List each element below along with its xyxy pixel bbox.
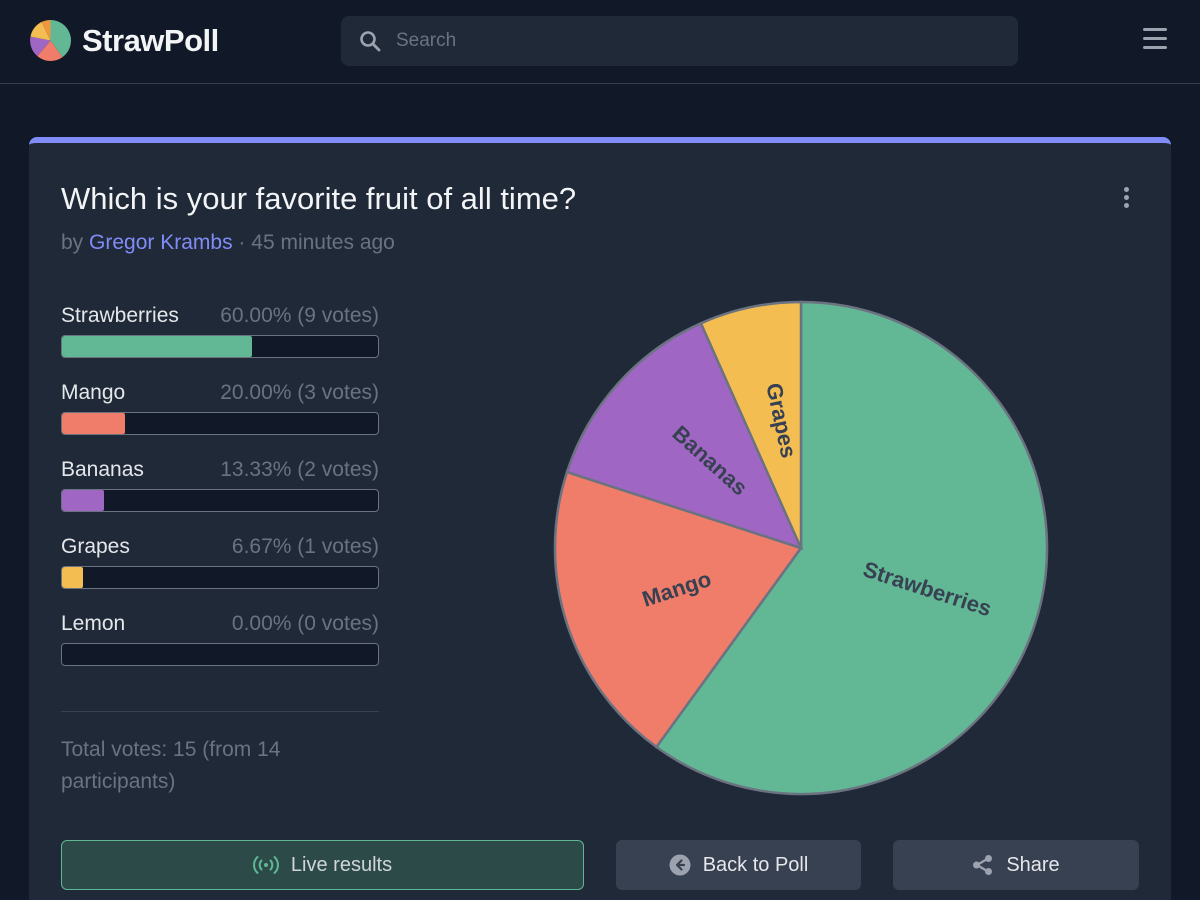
pie-slice-mango: [553, 470, 804, 749]
progress-bar: [61, 412, 379, 435]
result-item: Grapes 6.67% (1 votes): [61, 534, 379, 611]
poll-results-card: Which is your favorite fruit of all time…: [29, 137, 1171, 900]
result-item: Bananas 13.33% (2 votes): [61, 457, 379, 534]
progress-fill: [62, 336, 252, 357]
meta-separator: ·: [238, 231, 246, 254]
share-label: Share: [1006, 853, 1060, 876]
divider: [61, 711, 379, 712]
option-value: 6.67% (1 votes): [231, 535, 379, 558]
result-item: Strawberries 60.00% (9 votes): [61, 303, 379, 380]
search-icon: [360, 31, 381, 52]
result-item: Mango 20.00% (3 votes): [61, 380, 379, 457]
back-to-poll-label: Back to Poll: [702, 853, 809, 876]
result-item: Lemon 0.00% (0 votes): [61, 611, 379, 688]
results-list: Strawberries 60.00% (9 votes) Mango 20.0…: [61, 303, 379, 688]
search-bar[interactable]: [341, 16, 1018, 66]
search-input[interactable]: [396, 30, 976, 52]
broadcast-icon: [253, 856, 279, 874]
live-results-button[interactable]: Live results: [61, 840, 584, 890]
author-link[interactable]: Gregor Krambs: [89, 231, 233, 254]
option-label: Mango: [61, 381, 126, 404]
progress-fill: [62, 413, 126, 434]
option-value: 20.00% (3 votes): [220, 381, 379, 404]
results-pie-chart: Strawberries Mango Bananas Grapes: [553, 300, 1049, 796]
pie-slice-bananas: [565, 321, 804, 551]
option-value: 13.33% (2 votes): [220, 458, 379, 481]
pie-slice-grapes: [699, 300, 803, 549]
total-votes: Total votes: 15 (from 14 participants): [61, 738, 281, 793]
hamburger-menu-icon[interactable]: [1140, 28, 1170, 54]
option-label: Lemon: [61, 612, 126, 635]
brand-logo[interactable]: StrawPoll: [29, 19, 219, 62]
by-prefix: by: [61, 231, 84, 254]
arrow-circle-left-icon: [669, 854, 691, 876]
time-ago: 45 minutes ago: [251, 231, 395, 254]
top-navbar: StrawPoll: [0, 0, 1200, 84]
option-label: Grapes: [61, 535, 130, 558]
back-to-poll-button[interactable]: Back to Poll: [616, 840, 861, 890]
share-icon: [973, 855, 993, 875]
progress-fill: [62, 490, 105, 511]
poll-meta: by Gregor Krambs · 45 minutes ago: [61, 231, 395, 255]
more-options-icon[interactable]: [1119, 187, 1133, 215]
progress-bar: [61, 643, 379, 666]
option-label: Strawberries: [61, 304, 179, 327]
live-results-label: Live results: [290, 853, 393, 876]
progress-bar: [61, 335, 379, 358]
share-button[interactable]: Share: [893, 840, 1139, 890]
progress-bar: [61, 489, 379, 512]
option-label: Bananas: [61, 458, 144, 481]
progress-bar: [61, 566, 379, 589]
progress-fill: [62, 567, 84, 588]
pie-slice-strawberries: [654, 300, 1049, 796]
poll-title: Which is your favorite fruit of all time…: [61, 181, 577, 216]
option-value: 0.00% (0 votes): [231, 612, 379, 635]
option-value: 60.00% (9 votes): [220, 304, 379, 327]
brand-name: StrawPoll: [82, 22, 219, 58]
pie-logo-icon: [30, 19, 71, 61]
